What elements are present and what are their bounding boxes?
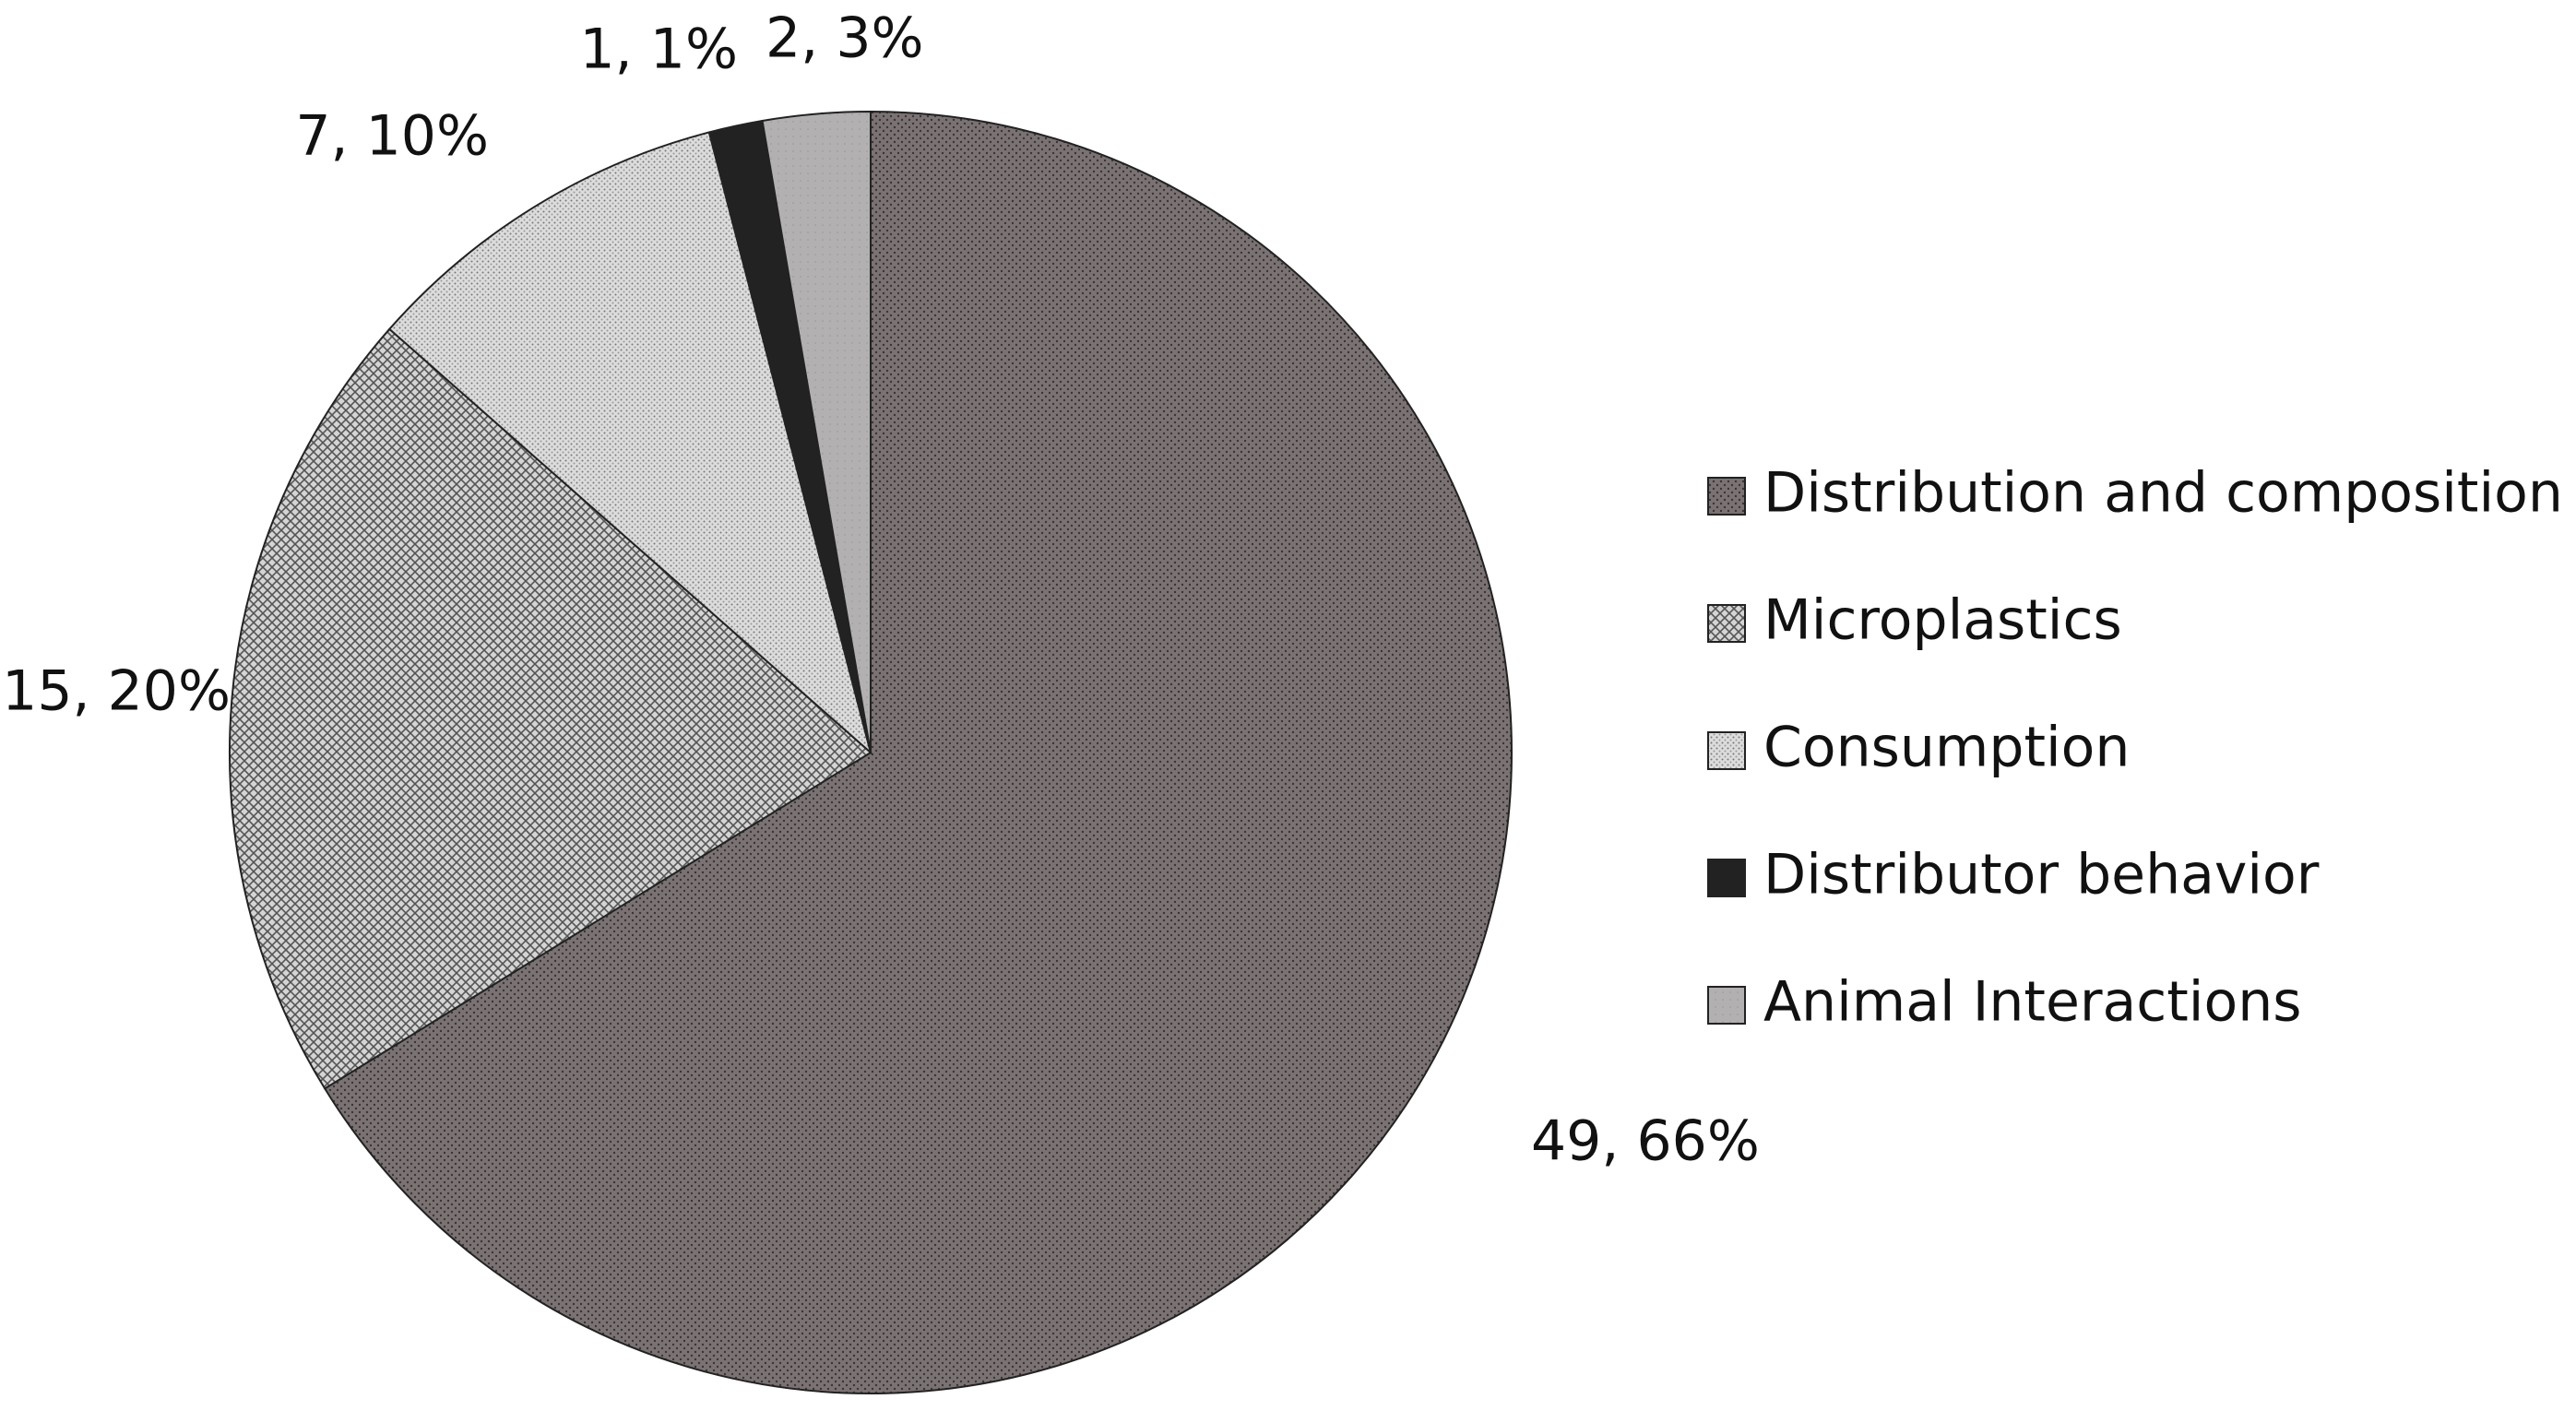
legend-swatch xyxy=(1707,477,1746,516)
legend-swatch xyxy=(1707,859,1746,897)
pie-slice xyxy=(323,110,1513,1394)
legend-label: Animal Interactions xyxy=(1763,970,2301,1035)
data-label: 2, 3% xyxy=(766,6,924,71)
data-label: 49, 66% xyxy=(1531,1109,1760,1174)
legend-label: Microplastics xyxy=(1763,588,2122,653)
legend-label: Consumption xyxy=(1763,716,2130,780)
legend-swatch xyxy=(1707,604,1746,643)
data-label: 7, 10% xyxy=(295,104,489,169)
legend-swatch xyxy=(1707,986,1746,1025)
legend-swatch xyxy=(1707,731,1746,770)
data-label: 15, 20% xyxy=(2,659,231,724)
legend-label: Distributor behavior xyxy=(1763,843,2320,907)
data-label: 1, 1% xyxy=(579,18,738,82)
legend-label: Distribution and composition xyxy=(1763,461,2563,526)
pie-slice xyxy=(229,327,873,1090)
pie-slice xyxy=(387,131,873,755)
pie-slice xyxy=(761,110,872,753)
